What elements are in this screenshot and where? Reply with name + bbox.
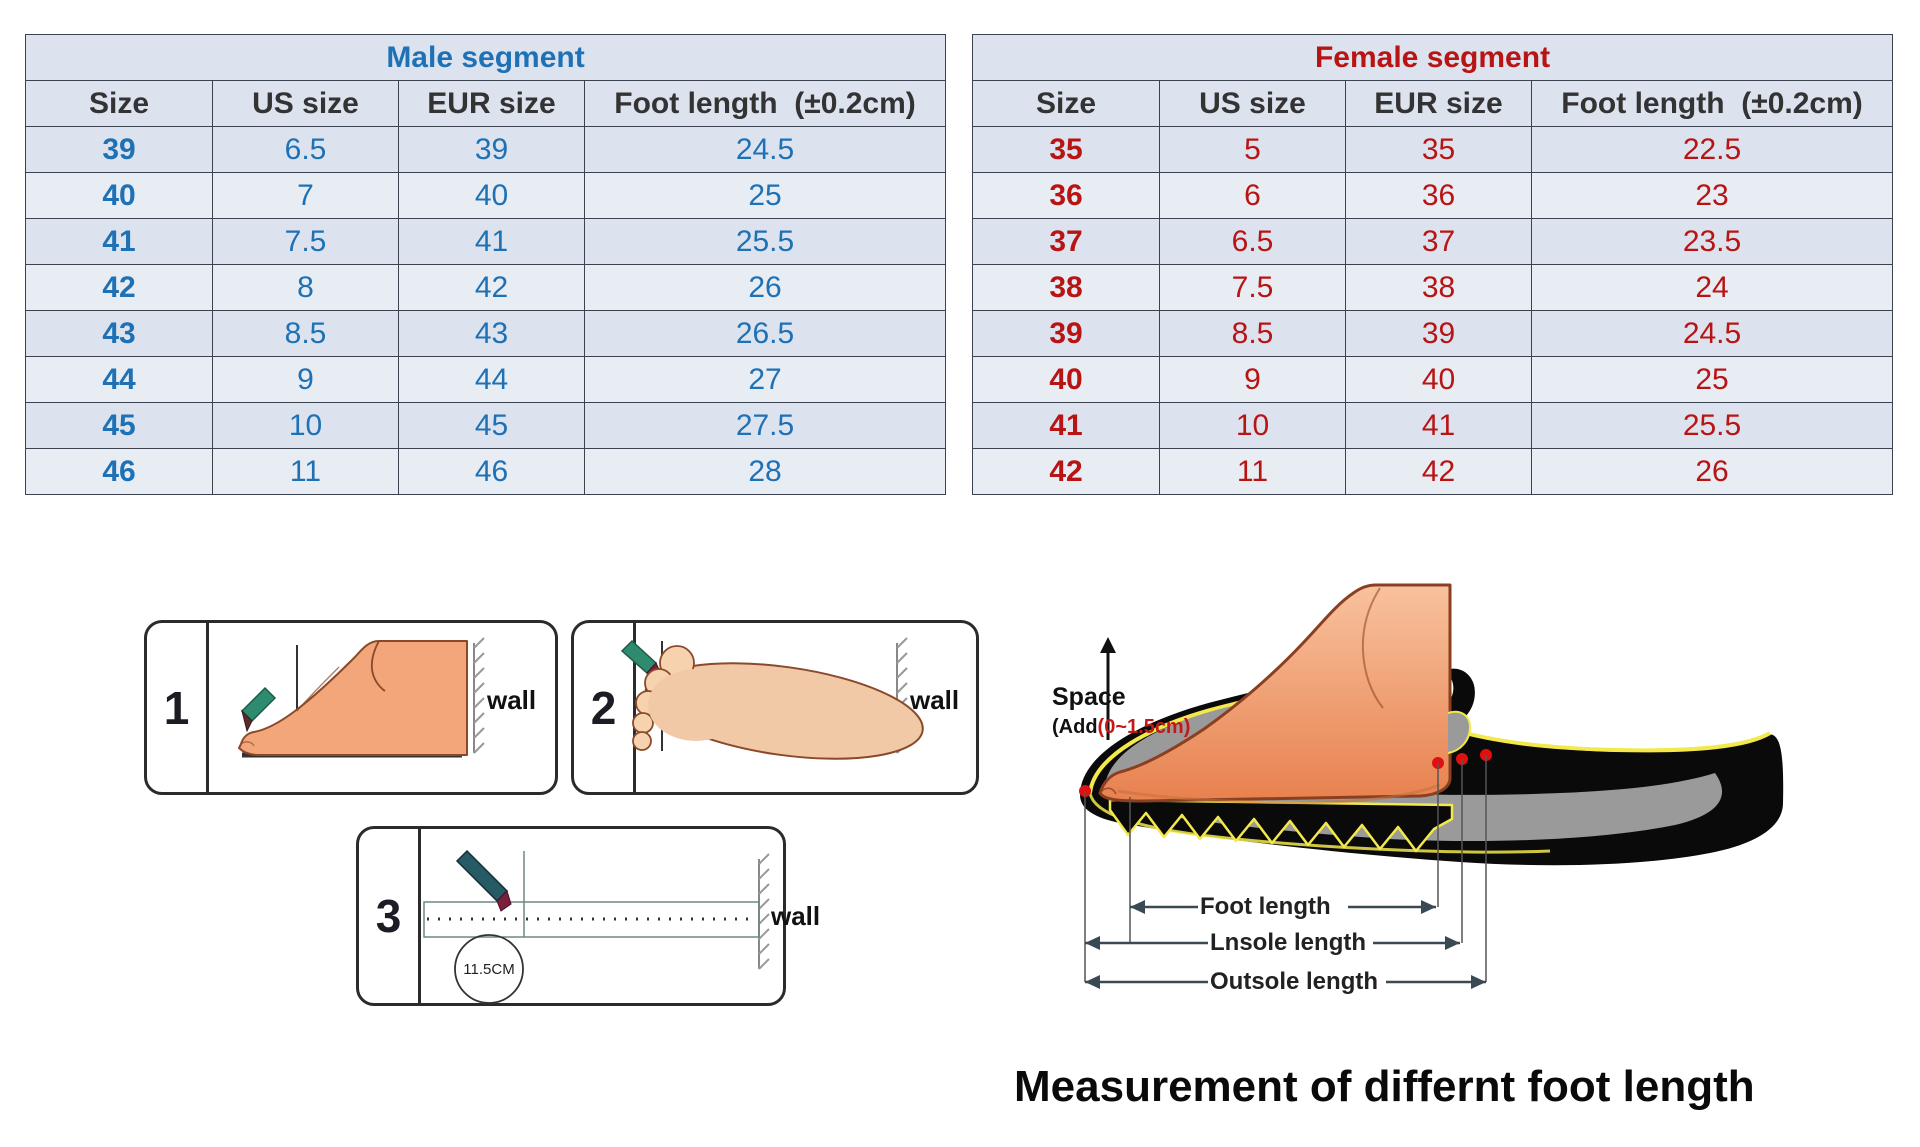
svg-text:(Add(0~1.5cm): (Add(0~1.5cm) bbox=[1052, 716, 1190, 738]
svg-text:Lnsole length: Lnsole length bbox=[1210, 929, 1366, 956]
svg-text:Space: Space bbox=[1052, 683, 1126, 711]
svg-text:11.5CM: 11.5CM bbox=[463, 961, 514, 978]
svg-text:Foot length: Foot length bbox=[1200, 893, 1331, 920]
svg-text:Outsole length: Outsole length bbox=[1210, 968, 1378, 995]
